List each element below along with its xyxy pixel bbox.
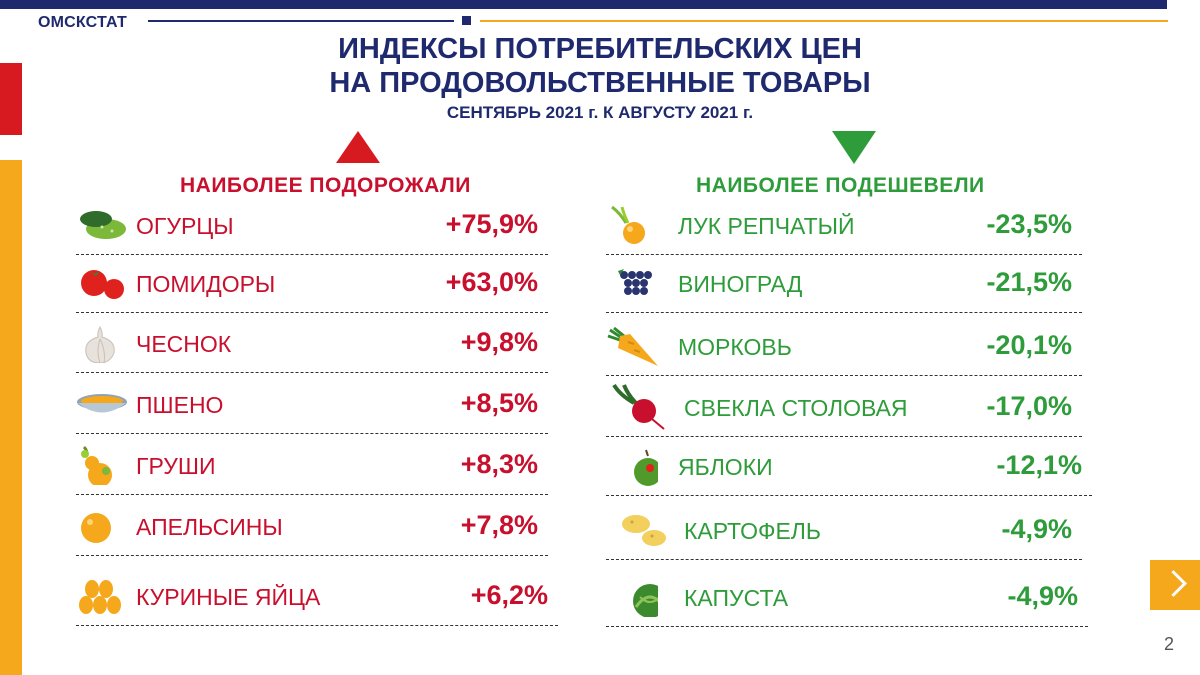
item-name: ВИНОГРАД bbox=[678, 271, 803, 297]
cabbage-icon bbox=[633, 584, 658, 617]
apple-icon bbox=[634, 449, 658, 486]
list-item: КУРИНЫЕ ЯЙЦА +6,2% bbox=[76, 568, 558, 626]
row-divider bbox=[76, 555, 548, 556]
side-accent-red bbox=[0, 63, 22, 135]
org-logo-text: ОМСКСТАТ bbox=[38, 14, 127, 31]
orange-icon bbox=[81, 513, 111, 543]
list-item: ГРУШИ +8,3% bbox=[76, 437, 548, 495]
row-divider bbox=[606, 254, 1082, 255]
row-divider bbox=[76, 494, 548, 495]
list-item: КАРТОФЕЛЬ -4,9% bbox=[606, 502, 1082, 560]
carrot-icon bbox=[607, 326, 658, 366]
increased-heading: НАИБОЛЕЕ ПОДОРОЖАЛИ bbox=[180, 174, 471, 197]
item-value: -4,9% bbox=[1007, 581, 1078, 611]
garlic-icon bbox=[85, 325, 115, 363]
millet-bowl-icon bbox=[77, 394, 127, 413]
list-item: СВЕКЛА СТОЛОВАЯ -17,0% bbox=[606, 379, 1082, 437]
list-item: ВИНОГРАД -21,5% bbox=[606, 255, 1082, 313]
item-name: КАПУСТА bbox=[684, 585, 789, 611]
item-value: +63,0% bbox=[445, 267, 538, 297]
side-accent-orange bbox=[0, 160, 22, 675]
next-slide-button[interactable] bbox=[1150, 560, 1200, 610]
item-name: ЯБЛОКИ bbox=[678, 454, 773, 480]
item-value: +9,8% bbox=[460, 327, 538, 357]
eggs-icon bbox=[79, 580, 121, 614]
row-divider bbox=[76, 433, 548, 434]
item-value: -4,9% bbox=[1001, 514, 1072, 544]
potato-icon bbox=[622, 515, 666, 546]
item-name: КУРИНЫЕ ЯЙЦА bbox=[136, 584, 321, 610]
row-divider bbox=[606, 626, 1088, 627]
header-rule-gold bbox=[480, 20, 1168, 22]
triangle-down-icon bbox=[832, 131, 876, 164]
decreased-heading: НАИБОЛЕЕ ПОДЕШЕВЕЛИ bbox=[696, 174, 985, 197]
beet-icon bbox=[612, 383, 665, 430]
list-item: ЧЕСНОК +9,8% bbox=[76, 315, 548, 373]
row-divider bbox=[76, 625, 558, 626]
top-band bbox=[0, 0, 1167, 9]
page-title-line2: НА ПРОДОВОЛЬСТВЕННЫЕ ТОВАРЫ bbox=[329, 67, 871, 99]
tomato-icon bbox=[81, 270, 124, 299]
row-divider bbox=[76, 372, 548, 373]
row-divider bbox=[76, 312, 548, 313]
header-rule-square bbox=[462, 16, 471, 25]
row-divider bbox=[606, 375, 1082, 376]
row-divider bbox=[606, 312, 1082, 313]
item-value: -12,1% bbox=[996, 450, 1082, 480]
row-divider bbox=[606, 559, 1082, 560]
header-rule-blue bbox=[148, 20, 454, 22]
page-title-line1: ИНДЕКСЫ ПОТРЕБИТЕЛЬСКИХ ЦЕН bbox=[338, 33, 862, 65]
list-item: ЯБЛОКИ -12,1% bbox=[606, 438, 1092, 496]
onion-icon bbox=[611, 205, 645, 244]
page-subtitle: СЕНТЯБРЬ 2021 г. К АВГУСТУ 2021 г. bbox=[446, 103, 754, 122]
item-value: +6,2% bbox=[470, 580, 548, 610]
list-item: КАПУСТА -4,9% bbox=[606, 569, 1088, 627]
row-divider bbox=[76, 254, 548, 255]
row-divider bbox=[606, 495, 1092, 496]
list-item: ПОМИДОРЫ +63,0% bbox=[76, 255, 548, 313]
item-name: АПЕЛЬСИНЫ bbox=[136, 514, 283, 540]
list-item: ОГУРЦЫ +75,9% bbox=[76, 197, 548, 255]
item-name: КАРТОФЕЛЬ bbox=[684, 518, 821, 544]
item-name: ПШЕНО bbox=[136, 392, 224, 418]
list-item: АПЕЛЬСИНЫ +7,8% bbox=[76, 498, 548, 556]
item-value: +75,9% bbox=[445, 209, 538, 239]
item-value: -21,5% bbox=[986, 267, 1072, 297]
item-value: -17,0% bbox=[986, 391, 1072, 421]
item-name: ЧЕСНОК bbox=[136, 331, 232, 357]
page-number: 2 bbox=[1164, 634, 1175, 654]
item-name: МОРКОВЬ bbox=[678, 334, 792, 360]
list-item: ЛУК РЕПЧАТЫЙ -23,5% bbox=[606, 197, 1082, 255]
item-name: ГРУШИ bbox=[136, 453, 216, 479]
cucumber-icon bbox=[80, 211, 126, 239]
item-name: ЛУК РЕПЧАТЫЙ bbox=[678, 213, 855, 239]
item-value: +8,5% bbox=[460, 388, 538, 418]
item-name: СВЕКЛА СТОЛОВАЯ bbox=[684, 395, 908, 421]
item-value: -23,5% bbox=[986, 209, 1072, 239]
item-value: -20,1% bbox=[986, 330, 1072, 360]
list-item: МОРКОВЬ -20,1% bbox=[606, 318, 1082, 376]
list-item: ПШЕНО +8,5% bbox=[76, 376, 548, 434]
item-value: +8,3% bbox=[460, 449, 538, 479]
item-value: +7,8% bbox=[460, 510, 538, 540]
pear-icon bbox=[81, 445, 112, 485]
item-name: ОГУРЦЫ bbox=[136, 213, 234, 239]
triangle-up-icon bbox=[336, 131, 380, 163]
item-name: ПОМИДОРЫ bbox=[136, 271, 276, 297]
grapes-icon bbox=[618, 269, 652, 295]
row-divider bbox=[606, 436, 1082, 437]
